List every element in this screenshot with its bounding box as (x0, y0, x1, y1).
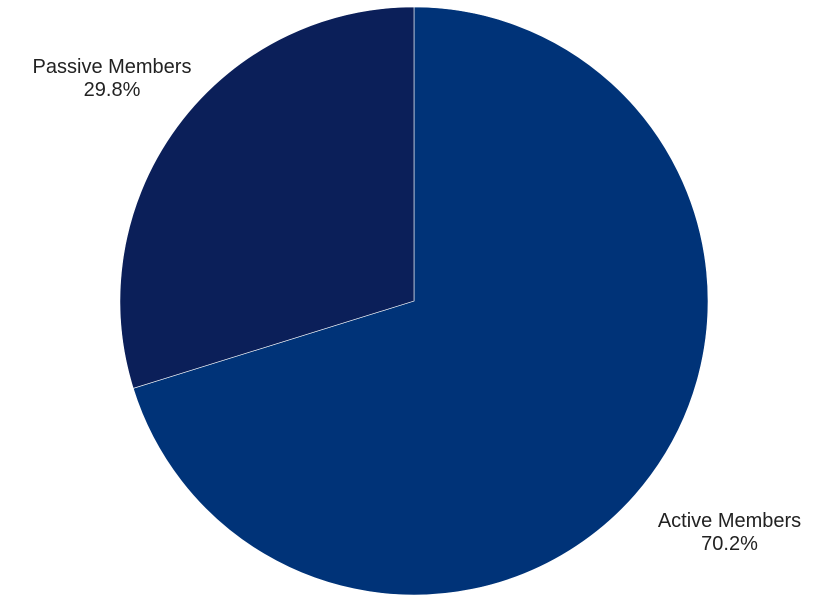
data-label-active-members: Active Members 70.2% (630, 510, 829, 556)
data-label-passive-members-value: 29.8% (83, 79, 141, 101)
data-label-active-members-value: 70.2% (701, 533, 758, 555)
pie-slice-passive-members (119, 6, 415, 389)
data-label-passive-members-name: Passive Members (32, 56, 192, 78)
data-label-active-members-name: Active Members (657, 510, 802, 532)
pie-slice-active-members (132, 6, 709, 596)
data-label-passive-members: Passive Members 29.8% (8, 56, 216, 102)
pie-slices (119, 6, 709, 596)
